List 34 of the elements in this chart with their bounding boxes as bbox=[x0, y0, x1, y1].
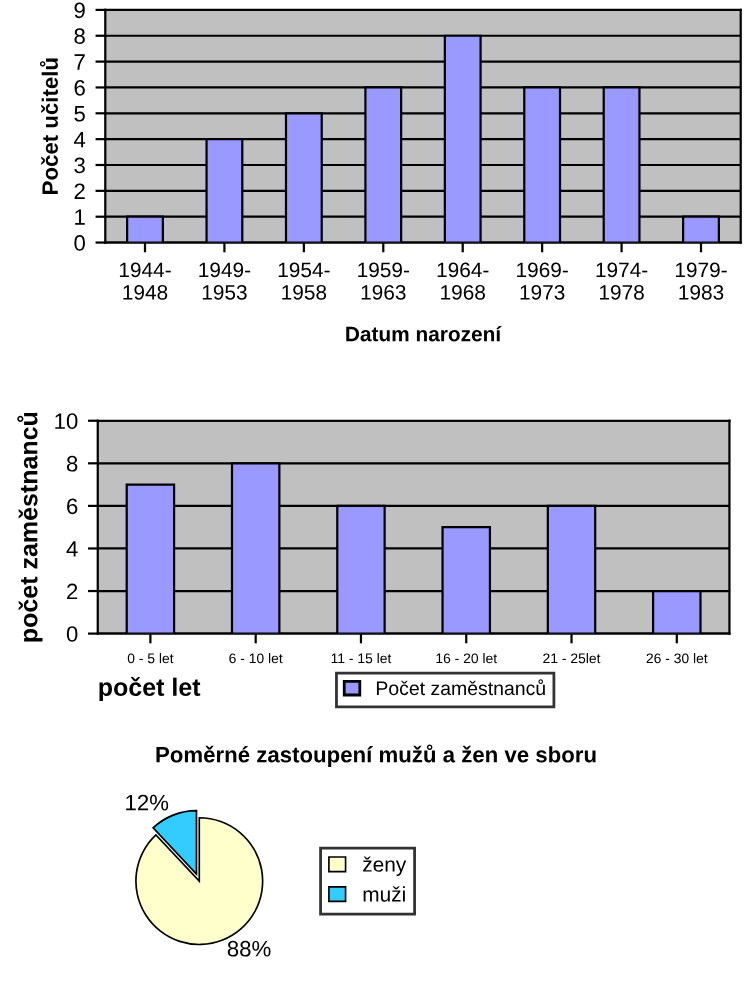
x-axis-title: Datum narození bbox=[346, 325, 502, 342]
legend-label: muži bbox=[363, 886, 405, 902]
x-tick-label: 1974- 1978 bbox=[596, 262, 648, 300]
y-tick-label: 7 bbox=[74, 54, 85, 70]
x-tick-label: 1969- 1973 bbox=[517, 262, 568, 300]
y-tick-label: 4 bbox=[73, 131, 86, 148]
x-tick-label: 1964- 1968 bbox=[437, 262, 489, 300]
y-tick-label: 2 bbox=[67, 583, 78, 600]
y-tick-label: 6 bbox=[67, 498, 78, 515]
data-label: 12% bbox=[126, 794, 169, 811]
y-tick-label: 9 bbox=[74, 2, 85, 19]
x-tick-label: 1944- 1948 bbox=[119, 262, 171, 300]
y-tick-label: 8 bbox=[74, 28, 85, 45]
x-tick-label: 1954- 1958 bbox=[278, 262, 330, 300]
y-tick-label: 5 bbox=[74, 106, 85, 122]
x-tick-label: 1949- 1953 bbox=[199, 262, 251, 300]
y-tick-label: 0 bbox=[74, 235, 85, 251]
x-tick-label: 1979- 1983 bbox=[675, 262, 727, 300]
y-tick-label: 1 bbox=[75, 209, 85, 225]
data-label: 88% bbox=[227, 940, 271, 957]
y-tick-label: 8 bbox=[66, 455, 78, 472]
chart-title: Poměrné zastoupení mužů a žen ve sboru bbox=[156, 744, 596, 767]
y-tick-label: 4 bbox=[66, 541, 78, 557]
x-axis-title: počet let bbox=[99, 677, 201, 701]
legend-label: ženy bbox=[363, 856, 407, 876]
y-axis-title: počet zaměstnanců bbox=[17, 412, 43, 642]
y-axis-title: Počet učitelů bbox=[39, 58, 58, 194]
x-tick-label: 1959- 1963 bbox=[358, 262, 409, 300]
y-tick-label: 3 bbox=[74, 157, 85, 174]
y-tick-label: 2 bbox=[74, 183, 85, 199]
legend-label: Počet zaměstnanců bbox=[376, 679, 545, 696]
y-tick-label: 10 bbox=[55, 413, 78, 430]
y-tick-label: 6 bbox=[74, 79, 85, 96]
y-tick-label: 0 bbox=[66, 626, 78, 642]
